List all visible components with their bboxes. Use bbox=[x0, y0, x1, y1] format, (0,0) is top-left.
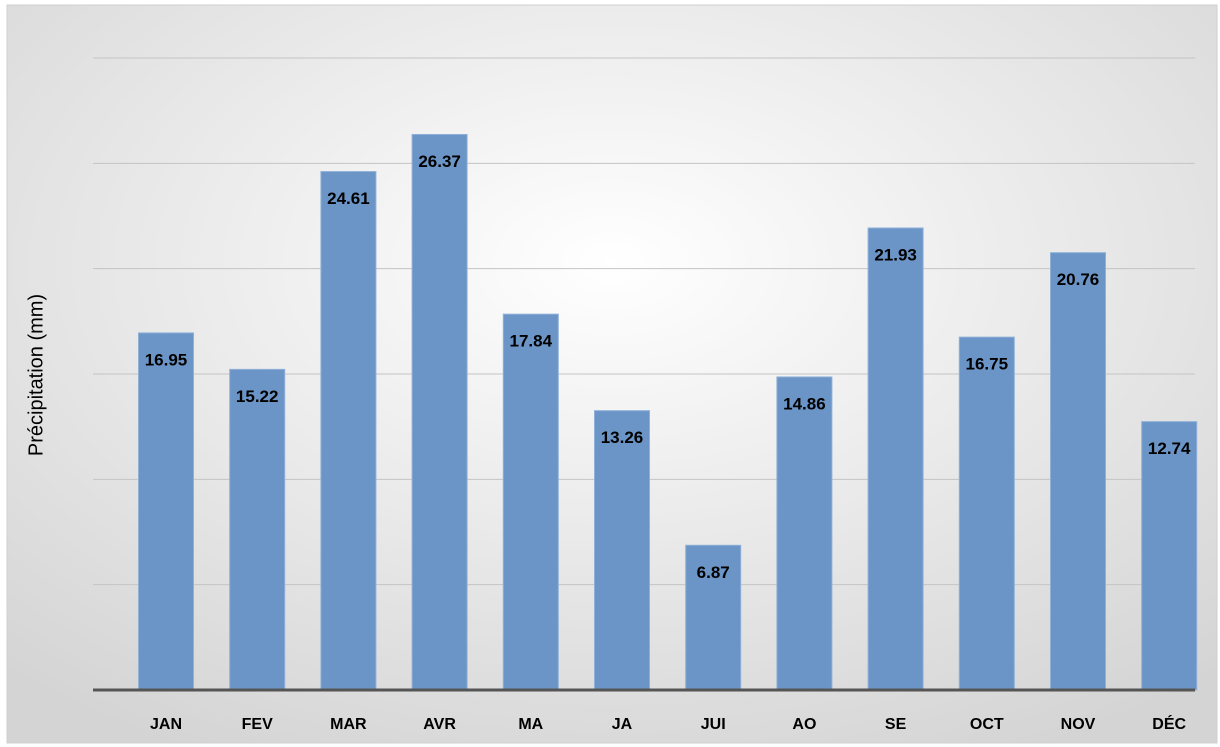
data-label: 24.61 bbox=[327, 189, 370, 208]
x-tick-label: JUI bbox=[701, 716, 726, 733]
bar bbox=[958, 336, 1015, 691]
x-tick-label: JA bbox=[612, 716, 633, 733]
bar bbox=[229, 368, 286, 691]
data-label: 14.86 bbox=[783, 394, 826, 413]
bar bbox=[1141, 421, 1198, 691]
data-label: 21.93 bbox=[874, 245, 917, 264]
y-axis-label: Précipitation (mm) bbox=[25, 294, 47, 456]
x-tick-label: NOV bbox=[1061, 716, 1096, 733]
bar bbox=[138, 332, 194, 691]
bar bbox=[502, 313, 559, 691]
x-tick-label: JAN bbox=[150, 716, 182, 733]
x-tick-label: SE bbox=[885, 716, 907, 733]
bar bbox=[776, 376, 833, 691]
data-label: 20.76 bbox=[1057, 270, 1100, 289]
data-label: 17.84 bbox=[510, 332, 553, 351]
x-tick-label: MAR bbox=[330, 716, 367, 733]
data-label: 26.37 bbox=[418, 152, 461, 171]
data-label: 13.26 bbox=[601, 428, 644, 447]
x-tick-label: FEV bbox=[242, 716, 273, 733]
bar bbox=[1050, 252, 1106, 691]
x-tick-label: AVR bbox=[423, 716, 456, 733]
x-tick-label: AO bbox=[792, 716, 816, 733]
x-tick-label: MA bbox=[518, 716, 543, 733]
x-tick-label: OCT bbox=[970, 716, 1004, 733]
data-label: 16.95 bbox=[145, 350, 188, 369]
bar bbox=[411, 133, 468, 691]
data-label: 15.22 bbox=[236, 387, 279, 406]
x-tick-label: DÉC bbox=[1152, 714, 1186, 733]
data-label: 16.75 bbox=[966, 355, 1009, 374]
bar bbox=[867, 227, 924, 691]
data-label: 6.87 bbox=[697, 563, 730, 582]
bar bbox=[320, 171, 377, 691]
bar bbox=[685, 544, 742, 691]
bar bbox=[594, 410, 650, 691]
data-label: 12.74 bbox=[1148, 439, 1191, 458]
